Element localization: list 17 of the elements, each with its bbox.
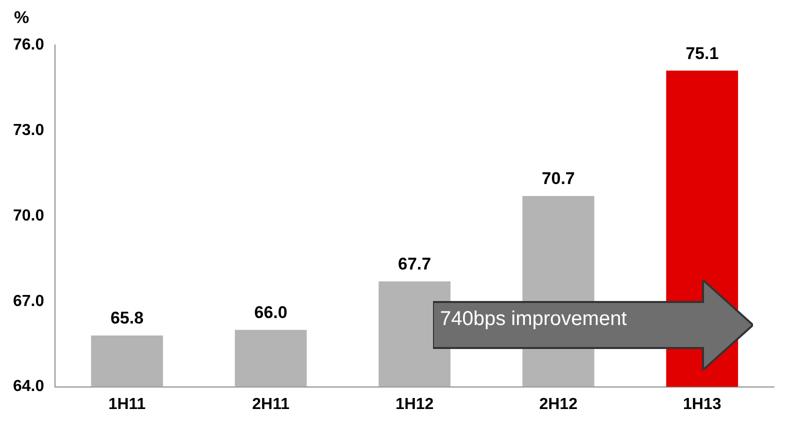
data-label: 70.7 [542,169,575,188]
data-label: 65.8 [110,308,144,328]
x-tick-label: 2H11 [252,396,290,413]
y-tick-label: 64.0 [13,378,44,396]
x-tick-label: 1H12 [395,396,434,413]
data-label: 67.7 [398,254,432,274]
y-tick-label: 70.0 [13,207,44,224]
y-tick-label: 73.0 [13,122,44,139]
data-label: 66.0 [254,303,288,322]
x-tick-label: 2H12 [539,396,578,413]
x-tick-label: 1H11 [108,396,146,413]
annotation: 740bps improvement [440,308,627,331]
data-label: 75.1 [686,44,719,63]
x-tick-label: 1H13 [682,396,722,413]
y-tick-label: 67.0 [13,292,44,310]
y-axis-title: % [14,8,30,28]
y-tick-label: 76.0 [13,36,44,54]
